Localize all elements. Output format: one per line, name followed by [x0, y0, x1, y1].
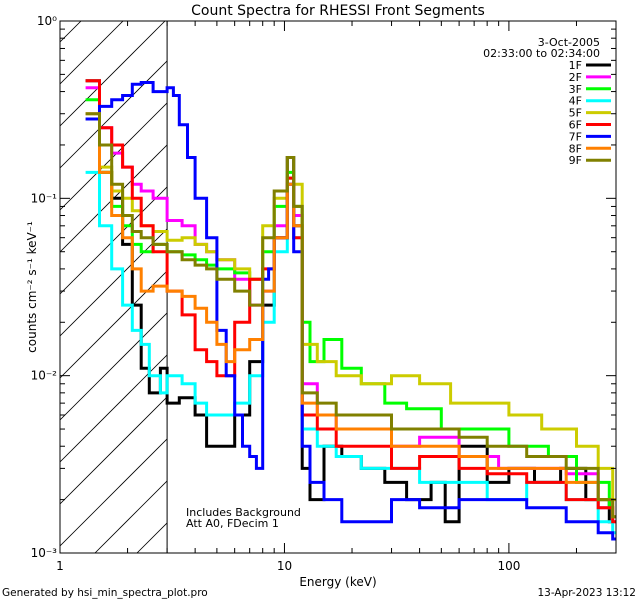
hatch-line [60, 21, 82, 43]
y-axis-label: counts cm⁻² s⁻¹ keV⁻¹ [25, 221, 39, 353]
y-tick-label: 10⁻³ [31, 546, 58, 560]
time-range-text: 02:33:00 to 02:34:00 [483, 47, 600, 60]
legend-label-1F: 1F [569, 59, 582, 72]
hatch-line [60, 312, 168, 421]
legend-label-5F: 5F [569, 107, 582, 120]
timestamp-text: 13-Apr-2023 13:12 [537, 587, 636, 599]
hatch-line [94, 480, 168, 553]
generated-by-text: Generated by hsi_min_spectra_plot.pro [2, 587, 208, 599]
hatch-line [60, 21, 124, 85]
hatch-line [136, 522, 168, 553]
attenuator-note: Att A0, FDecim 1 [186, 517, 279, 530]
y-tick-label: 10⁻² [31, 369, 58, 383]
legend-label-7F: 7F [569, 130, 582, 143]
legend-label-6F: 6F [569, 119, 582, 132]
legend-label-8F: 8F [569, 142, 582, 155]
y-tick-label: 10⁻¹ [31, 191, 58, 205]
series-4F-line [85, 170, 616, 535]
series-lines [85, 79, 616, 541]
hatch-line [60, 270, 168, 379]
series-5F-line [85, 117, 616, 502]
hatch-line [60, 60, 168, 169]
series-8F-line [85, 112, 616, 519]
legend-label-2F: 2F [569, 71, 582, 84]
plot-frame [59, 20, 617, 554]
legend-label-9F: 9F [569, 154, 582, 167]
y-tick-label: 10⁰ [37, 14, 57, 28]
hatch-line [60, 354, 168, 463]
x-axis-label: Energy (keV) [299, 575, 376, 589]
background-note: Includes Background [186, 506, 301, 519]
x-tick-label: 10 [277, 559, 292, 573]
series-7F-line [85, 81, 616, 541]
hatch-line [60, 396, 168, 505]
x-tick-label: 1 [56, 559, 64, 573]
hatch-line [60, 186, 168, 295]
hatch-line [60, 102, 168, 211]
series-9F-line [85, 112, 616, 519]
hatch-line [60, 438, 168, 547]
legend-label-4F: 4F [569, 95, 582, 108]
x-tick-label: 100 [497, 559, 520, 573]
date-text: 3-Oct-2005 [538, 36, 600, 49]
background-hatch-region [60, 21, 168, 553]
chart-title: Count Spectra for RHESSI Front Segments [191, 3, 485, 19]
axis-ticks: 1 10 100 10⁻³ 10⁻² 10⁻¹ 10⁰ [31, 14, 617, 573]
hatch-line [60, 21, 166, 127]
legend-label-3F: 3F [569, 83, 582, 96]
hatch-line [60, 228, 168, 337]
